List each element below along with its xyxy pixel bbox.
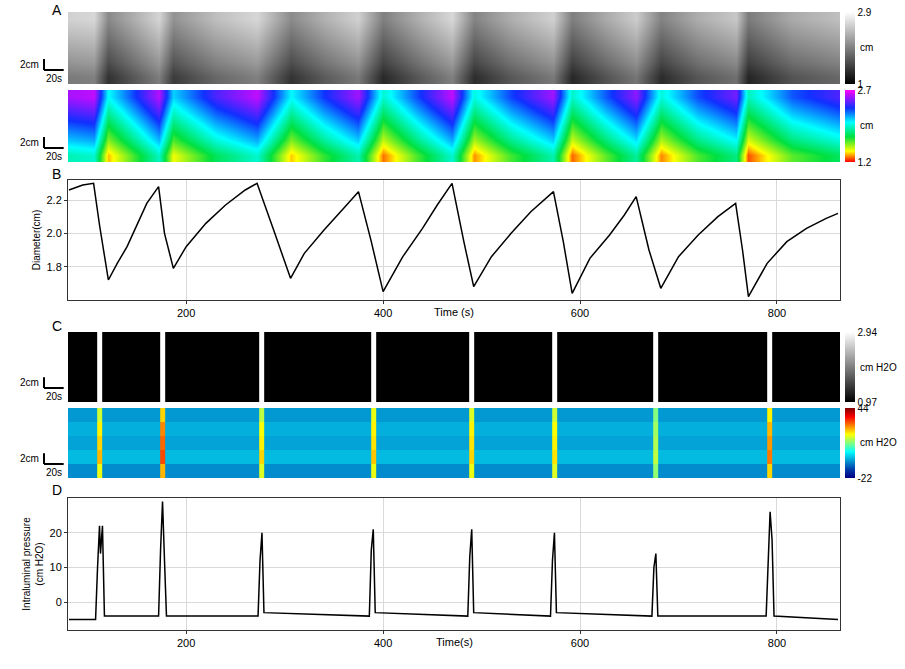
- svg-text:B: B: [52, 166, 61, 182]
- svg-text:2.94: 2.94: [858, 327, 878, 338]
- svg-text:Time(s): Time(s): [436, 636, 473, 648]
- svg-text:20s: 20s: [46, 151, 62, 162]
- svg-text:800: 800: [768, 307, 786, 319]
- svg-text:1.2: 1.2: [858, 157, 872, 168]
- svg-text:400: 400: [374, 307, 392, 319]
- svg-text:2.9: 2.9: [858, 7, 872, 18]
- svg-text:2.0: 2.0: [47, 227, 62, 239]
- svg-text:200: 200: [177, 307, 195, 319]
- svg-text:C: C: [52, 318, 62, 334]
- svg-text:2.2: 2.2: [47, 194, 62, 206]
- svg-text:0.97: 0.97: [858, 397, 878, 408]
- svg-text:400: 400: [374, 637, 392, 649]
- svg-text:cm H2O: cm H2O: [860, 437, 897, 448]
- svg-text:cm H2O: cm H2O: [860, 362, 897, 373]
- svg-text:1.8: 1.8: [47, 261, 62, 273]
- svg-text:20s: 20s: [46, 73, 62, 84]
- svg-text:44: 44: [858, 403, 870, 414]
- svg-text:cm: cm: [860, 120, 873, 131]
- svg-text:800: 800: [768, 637, 786, 649]
- svg-text:2cm: 2cm: [20, 59, 39, 70]
- svg-text:600: 600: [571, 307, 589, 319]
- svg-text:200: 200: [177, 637, 195, 649]
- svg-text:-22: -22: [858, 473, 873, 484]
- svg-text:10: 10: [50, 561, 62, 573]
- svg-text:2cm: 2cm: [20, 137, 39, 148]
- svg-text:Time (s): Time (s): [434, 306, 474, 318]
- svg-text:2.7: 2.7: [858, 85, 872, 96]
- svg-text:Intraluminal pressure(cm H2O): Intraluminal pressure(cm H2O): [21, 517, 45, 611]
- svg-text:2cm: 2cm: [20, 453, 39, 464]
- svg-text:20s: 20s: [46, 467, 62, 478]
- svg-text:A: A: [52, 2, 62, 18]
- svg-text:600: 600: [571, 637, 589, 649]
- svg-text:20s: 20s: [46, 391, 62, 402]
- svg-text:Diameter(cm): Diameter(cm): [31, 210, 42, 271]
- svg-text:2cm: 2cm: [20, 377, 39, 388]
- svg-text:20: 20: [50, 527, 62, 539]
- svg-text:0: 0: [56, 596, 62, 608]
- svg-text:1: 1: [858, 79, 864, 90]
- svg-text:D: D: [52, 482, 62, 498]
- svg-text:cm: cm: [860, 42, 873, 53]
